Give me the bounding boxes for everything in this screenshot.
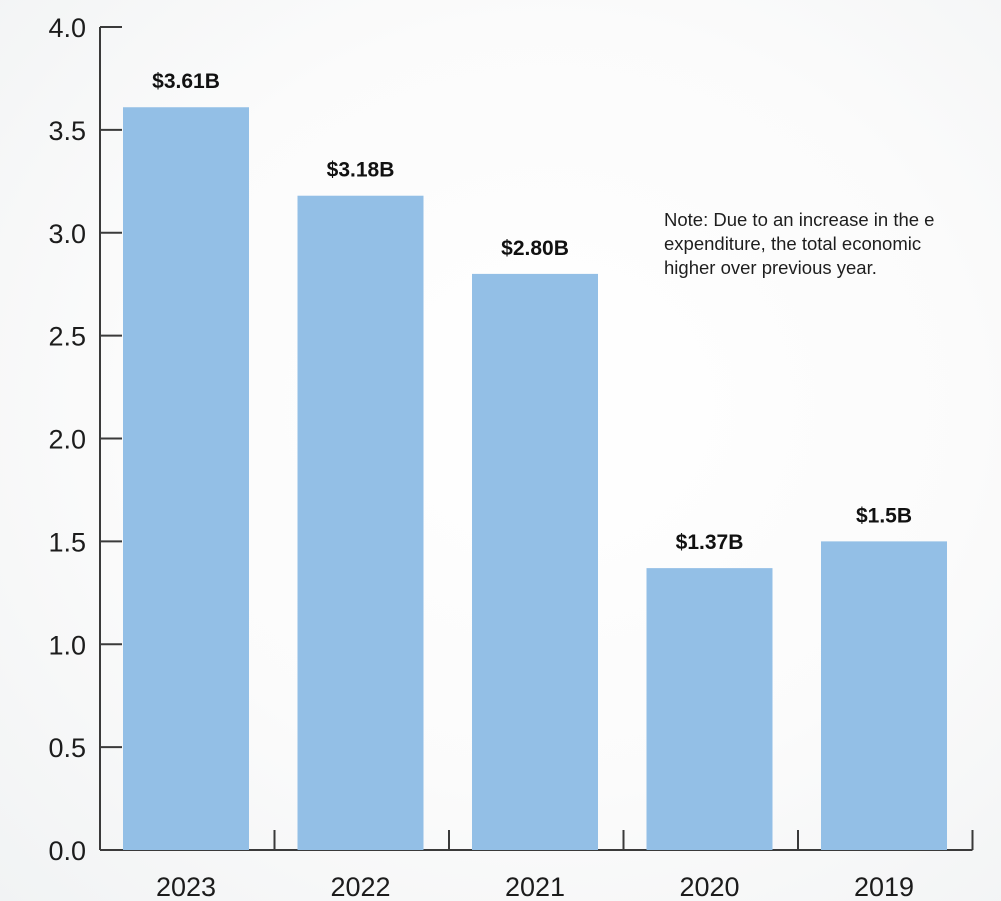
- note-line-1: Note: Due to an increase in the e: [664, 209, 935, 230]
- chart-note: Note: Due to an increase in the e expend…: [664, 208, 1001, 280]
- y-tick-label-3.0: 3.0: [48, 219, 86, 249]
- bar-2023: [123, 107, 249, 851]
- data-label-2021: $2.80B: [501, 237, 569, 260]
- y-tick-label-1.5: 1.5: [48, 527, 86, 557]
- x-tick-label-2023: 2023: [156, 872, 216, 901]
- x-tick-label-2020: 2020: [679, 872, 739, 901]
- data-label-2019: $1.5B: [856, 504, 912, 527]
- y-tick-label-0.0: 0.0: [48, 836, 86, 866]
- bar-2020: [646, 568, 773, 850]
- y-tick-labels: 0.0 0.5 1.0 1.5 2.0 2.5 3.0 3.5 4.0: [48, 13, 86, 866]
- bar-2022: [297, 195, 424, 851]
- y-tick-label-4.0: 4.0: [48, 13, 86, 43]
- note-line-2: expenditure, the total economic: [664, 233, 922, 254]
- note-line-3: higher over previous year.: [664, 257, 877, 278]
- data-label-2022: $3.18B: [327, 159, 395, 182]
- x-tick-labels: 2023 2022 2021 2020 2019: [156, 872, 914, 901]
- data-labels: $3.61B $3.18B $2.80B $1.37B $1.5B: [152, 70, 912, 554]
- y-tick-label-3.5: 3.5: [48, 116, 86, 146]
- bar-2021: [472, 273, 598, 850]
- y-tick-label-1.0: 1.0: [48, 630, 86, 660]
- bars: [123, 107, 947, 851]
- data-label-2023: $3.61B: [152, 70, 220, 93]
- y-tick-label-2.0: 2.0: [48, 425, 86, 455]
- y-tick-label-0.5: 0.5: [48, 733, 86, 763]
- x-tick-label-2021: 2021: [505, 872, 565, 901]
- bar-2019: [821, 541, 947, 850]
- y-tick-label-2.5: 2.5: [48, 322, 86, 352]
- data-label-2020: $1.37B: [676, 531, 744, 554]
- x-tick-label-2019: 2019: [854, 872, 914, 901]
- x-tick-label-2022: 2022: [330, 872, 390, 901]
